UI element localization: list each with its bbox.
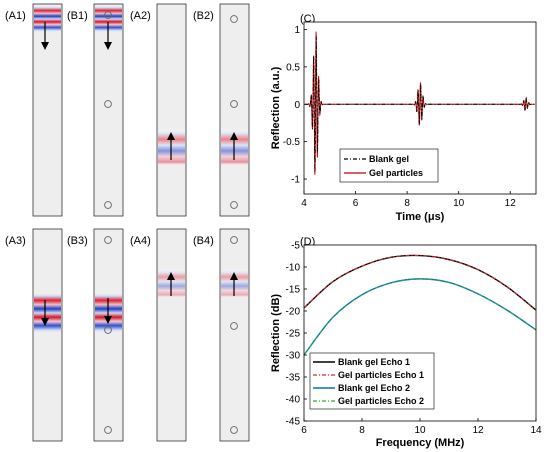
particle-marker — [230, 236, 238, 244]
legend-gel-particles-echo-1: Gel particles Echo 1 — [338, 370, 424, 380]
chart-c-y-tick-label: -0.5 — [283, 137, 301, 148]
panel-label-b3: (B3) — [67, 235, 88, 247]
simulation-panel-a3: (A3) — [5, 228, 63, 442]
legend-blank-gel: Blank gel — [369, 154, 409, 164]
chart-c-xlabel: Time (μs) — [396, 211, 445, 223]
particle-marker — [104, 100, 112, 108]
particle-marker — [104, 201, 112, 209]
chart-d-y-tick-label: -20 — [286, 307, 301, 318]
chart-d-y-tick-label: -25 — [286, 329, 301, 340]
series-line-blank-gel-echo-1 — [303, 254, 537, 311]
particle-marker — [104, 426, 112, 434]
chart-d-ylabel: Reflection (dB) — [270, 294, 282, 373]
simulation-panel-a4: (A4) — [130, 228, 187, 442]
simulation-panel-a2: (A2) — [130, 3, 187, 217]
panel-label-b1: (B1) — [67, 10, 88, 22]
chart-d-y-tick-label: -45 — [286, 417, 301, 428]
chart-d-xlabel: Frequency (MHz) — [376, 437, 465, 449]
chart-c-x-tick-label: 12 — [505, 198, 517, 209]
chart-d-y-tick-label: -40 — [286, 395, 301, 406]
chart-d-y-tick-label: -10 — [286, 263, 301, 274]
chart-c-legend: Blank gel Gel particles — [339, 148, 439, 183]
particle-marker — [104, 236, 112, 244]
series-line-blank-gel — [305, 36, 535, 173]
chart-d-y-tick-label: -30 — [286, 351, 301, 362]
simulation-panel-b1: (B1) — [67, 3, 124, 217]
legend-gel-particles: Gel particles — [369, 168, 423, 178]
legend-blank-gel-echo-1: Blank gel Echo 1 — [338, 357, 410, 367]
arrow-up-icon — [230, 132, 238, 140]
chart-d-x-tick-label: 12 — [472, 425, 484, 436]
legend-blank-gel-echo-2: Blank gel Echo 2 — [338, 383, 410, 393]
panel-label-b2: (B2) — [193, 10, 214, 22]
chart-c-y-tick-label: 1 — [294, 25, 300, 36]
chart-c-y-tick-label: 0.5 — [286, 62, 300, 73]
chart-d-frequency-spectrum: (D) 6 8 10 12 14-45-40-35-30-25-20-15-10-5 F… — [270, 236, 542, 449]
chart-d-y-tick-label: -5 — [291, 241, 300, 252]
particle-marker — [230, 426, 238, 434]
wave-band — [34, 292, 61, 334]
chart-c-x-tick-label: 6 — [353, 198, 359, 209]
arrow-down-icon — [104, 316, 112, 324]
chart-d-x-tick-label: 6 — [301, 425, 307, 436]
simulation-panel-b2: (B2) — [193, 3, 250, 217]
simulation-panel-b3: (B3) — [67, 228, 124, 442]
particle-marker — [104, 326, 112, 334]
chart-d-y-tick-label: -35 — [286, 373, 301, 384]
particle-marker — [230, 15, 238, 23]
chart-d-x-tick-label: 14 — [530, 425, 542, 436]
arrow-down-icon — [41, 42, 49, 50]
particle-marker — [104, 11, 112, 19]
chart-c-y-tick-label: 0 — [294, 100, 300, 111]
arrow-down-icon — [41, 318, 49, 326]
chart-c-ylabel: Reflection (a.u.) — [270, 66, 282, 149]
panel-label-b4: (B4) — [193, 235, 214, 247]
simulation-panel-a1: (A1) — [5, 3, 63, 217]
chart-d-x-tick-label: 8 — [359, 425, 365, 436]
particle-marker — [230, 201, 238, 209]
arrow-up-icon — [167, 132, 175, 140]
wave-band — [34, 5, 61, 33]
legend-gel-particles-echo-2: Gel particles Echo 2 — [338, 396, 424, 406]
chart-d-y-tick-label: -15 — [286, 285, 301, 296]
chart-c-x-tick-label: 8 — [404, 198, 410, 209]
particle-marker — [230, 100, 238, 108]
panel-label-a4: (A4) — [130, 235, 151, 247]
arrow-down-icon — [104, 42, 112, 50]
chart-d-x-tick-label: 10 — [414, 425, 426, 436]
panel-label-a1: (A1) — [5, 10, 26, 22]
chart-c-x-tick-label: 10 — [453, 198, 465, 209]
chart-c-time-trace: (C) 4 6 8 10 12-1-0.500.51 Time (μs) Reflect… — [270, 13, 537, 223]
arrow-up-icon — [167, 272, 175, 280]
chart-c-y-tick-label: -1 — [291, 175, 300, 186]
chart-d-legend: Blank gel Echo 1 Gel particles Echo 1 Bl… — [309, 352, 435, 410]
chart-c-x-tick-label: 4 — [301, 198, 307, 209]
particle-marker — [230, 322, 238, 330]
simulation-panel-b4: (B4) — [193, 228, 250, 442]
arrow-up-icon — [230, 272, 238, 280]
panel-label-a2: (A2) — [130, 10, 151, 22]
series-line-gel-particles-echo-2 — [303, 278, 537, 356]
panel-label-a3: (A3) — [5, 235, 26, 247]
